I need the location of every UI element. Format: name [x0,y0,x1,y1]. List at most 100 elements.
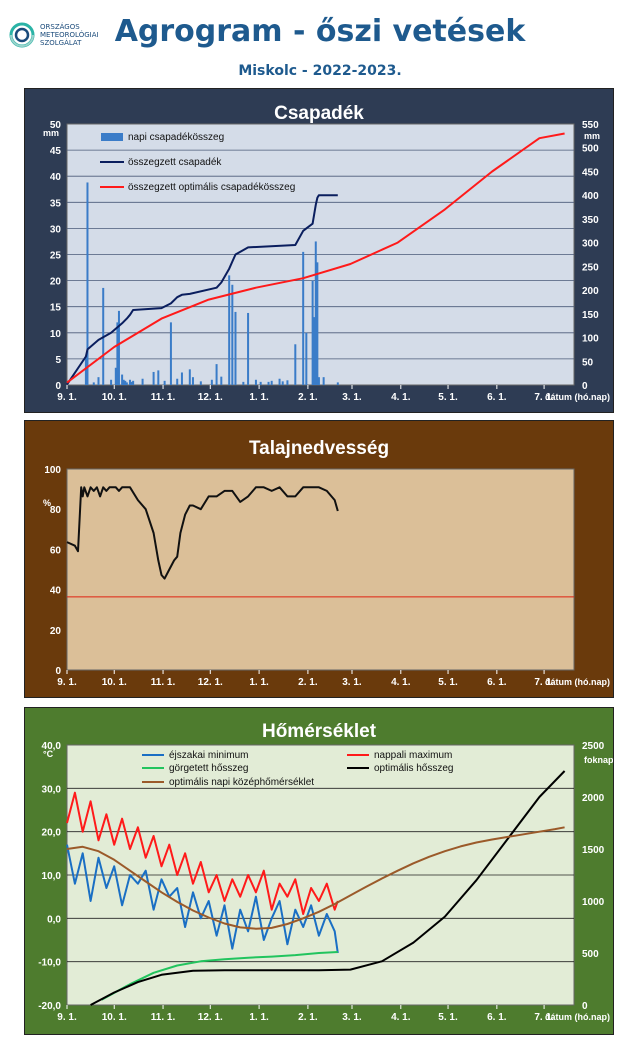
series-line-2 [101,951,338,1001]
y-unit-label: % [43,498,51,508]
precip-bar [247,312,250,385]
y-tick-label: 50 [50,120,62,131]
x-tick-label: 1. 1. [249,677,269,688]
x-tick-label: 6. 1. [487,677,507,688]
precip-bar [199,381,202,385]
y2-tick-label: 1000 [582,897,605,908]
x-tick-label: 3. 1. [342,392,362,403]
precip-bar [242,381,245,385]
legend-label: összegzett csapadék [128,157,222,168]
legend-label: nappali maximum [374,750,452,761]
y2-tick-label: 250 [582,262,599,273]
series-line-1 [66,791,339,915]
temperature-title: Hőmérséklet [261,721,377,742]
oms-logo: ORSZÁGOS METEOROLÓGIAI SZOLGÁLAT [8,20,128,60]
legend-label: görgetett hősszeg [169,763,249,774]
x-tick-label: 5. 1. [438,677,458,688]
y-tick-label: 100 [44,465,61,476]
precip-bar [163,380,166,385]
precip-bar [125,382,128,385]
series-line-0 [66,844,339,954]
x-axis-label: dátum (hó.nap) [545,392,610,402]
precip-bar [124,380,127,385]
precip-bar [317,377,320,385]
y-tick-label: 45 [50,146,62,157]
y-tick-label: 0,0 [47,914,61,925]
y-tick-label: 25 [50,251,62,262]
precip-bar [180,372,183,385]
x-tick-label: 2. 1. [298,392,318,403]
y-tick-label: -20,0 [38,1001,61,1012]
precip-bar [116,322,119,385]
x-tick-label: 9. 1. [57,677,77,688]
y-tick-label: 40,0 [42,741,62,752]
y2-unit-label: foknap [584,755,613,765]
y-tick-label: 0 [55,381,61,392]
series-line-0 [66,486,339,580]
x-tick-label: 1. 1. [249,392,269,403]
x-tick-label: 7. 1. [534,1012,554,1023]
y-tick-label: 40 [50,172,62,183]
legend-label: napi csapadékösszeg [128,132,224,143]
y2-tick-label: 0 [582,1001,588,1012]
y2-tick-label: 400 [582,191,599,202]
y2-tick-label: 450 [582,167,599,178]
precip-bar [176,378,179,385]
x-tick-label: 3. 1. [342,1012,362,1023]
soil-moisture-chart: 0 20 40 60 80 100% 9. 1. 10. 1. 11. 1. 12. 1. 1. 1… [43,465,610,688]
logo-line: METEOROLÓGIAI [40,31,99,39]
y-unit-label: °C [43,749,54,759]
x-tick-label: 10. 1. [102,392,127,403]
y2-tick-label: 500 [582,144,599,155]
x-tick-label: 5. 1. [438,1012,458,1023]
x-tick-label: 12. 1. [198,677,223,688]
precip-bar [234,311,237,385]
precip-bar [278,378,281,385]
series-line-4 [66,826,565,930]
plot-area [66,468,575,671]
legend-swatch [101,133,123,141]
temperature-chart: -20,0 -10,0 0,0 10,0 20,0 30,0 40,0°C 0 500 1000 1… [38,741,613,1023]
precip-bar [314,241,317,385]
x-tick-label: 2. 1. [298,1012,318,1023]
precip-bar [169,322,172,385]
x-tick-label: 10. 1. [102,677,127,688]
precip-bar [86,182,89,385]
precipitation-chart: 05101520253035404550mm050100150200250300… [43,120,610,403]
x-tick-label: 2. 1. [298,677,318,688]
y-tick-label: 60 [50,545,62,556]
precip-bar [114,367,117,385]
y-tick-label: 80 [50,505,62,516]
x-tick-label: 6. 1. [487,1012,507,1023]
y-tick-label: 15 [50,303,62,314]
y2-tick-label: 2500 [582,741,605,752]
logo-line: SZOLGÁLAT [40,39,82,47]
y2-tick-label: 200 [582,286,599,297]
precip-bar [336,382,339,385]
x-tick-label: 1. 1. [249,1012,269,1023]
y-tick-label: 30,0 [42,784,62,795]
x-tick-label: 4. 1. [391,1012,411,1023]
precip-bar [311,280,314,385]
precip-bar [132,380,135,385]
y-tick-label: 35 [50,198,62,209]
x-tick-label: 11. 1. [151,677,176,688]
precip-bar [141,378,144,385]
page-subtitle: Miskolc - 2022-2023. [238,63,402,79]
precip-bar [215,364,218,385]
x-tick-label: 7. 1. [534,677,554,688]
y-tick-label: 5 [55,355,61,366]
precip-bar [157,370,160,385]
x-tick-label: 11. 1. [151,1012,176,1023]
y-tick-label: 40 [50,586,62,597]
precip-bar [92,382,95,385]
x-tick-label: 10. 1. [102,1012,127,1023]
y-tick-label: 0 [55,666,61,677]
y2-tick-label: 150 [582,310,599,321]
precip-bar [305,332,308,385]
precip-bar [121,374,124,385]
precip-bar [294,344,297,385]
precip-bar [313,317,316,385]
series-line-3 [90,770,566,1006]
logo-line: ORSZÁGOS [40,23,80,31]
